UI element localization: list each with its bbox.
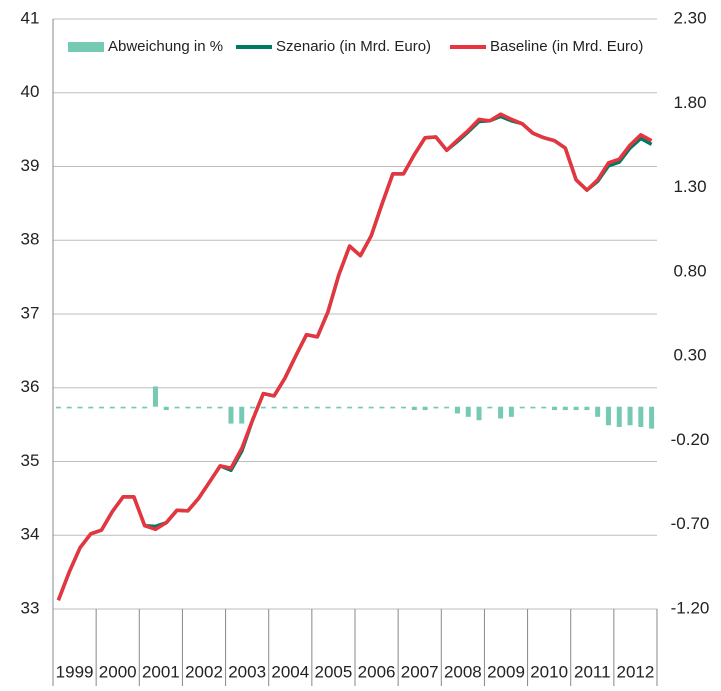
bar	[163, 406, 169, 411]
x-tick-label: 1999	[56, 662, 94, 681]
bar	[282, 406, 288, 409]
bar	[454, 406, 460, 414]
x-tick-label: 2007	[401, 662, 439, 681]
bar	[131, 406, 137, 409]
bar	[541, 406, 547, 409]
x-tick-label: 2003	[228, 662, 266, 681]
y-tick-label: 41	[21, 8, 40, 27]
bar	[239, 406, 245, 424]
bar	[552, 406, 558, 411]
y-tick-label: 38	[21, 230, 40, 249]
bar	[562, 406, 568, 411]
bar	[196, 406, 202, 409]
legend-label: Abweichung in %	[108, 38, 223, 55]
bar	[228, 406, 234, 424]
bar	[174, 406, 180, 409]
y-tick-label: 37	[21, 303, 40, 322]
bar	[368, 406, 374, 409]
legend-label: Baseline (in Mrd. Euro)	[490, 38, 643, 55]
y2-tick-label: -0.20	[671, 430, 710, 449]
x-tick-label: 2002	[185, 662, 223, 681]
bar	[152, 386, 158, 407]
bar	[627, 406, 633, 426]
bar	[314, 406, 320, 409]
bar	[293, 406, 299, 409]
bar	[260, 406, 266, 409]
y2-tick-label: 1.80	[673, 93, 706, 112]
bar	[616, 406, 622, 427]
x-tick-label: 2000	[99, 662, 137, 681]
bar	[476, 406, 482, 421]
bar	[519, 406, 525, 409]
y2-tick-label: -0.70	[671, 514, 710, 533]
bar	[649, 406, 655, 429]
y-tick-label: 40	[21, 82, 40, 101]
bar	[88, 406, 94, 409]
bar	[595, 406, 601, 417]
bar	[638, 406, 644, 427]
bar	[433, 406, 439, 409]
legend-swatch	[68, 42, 104, 52]
bar	[401, 406, 407, 409]
y2-tick-label: 1.30	[673, 177, 706, 196]
x-tick-label: 2004	[271, 662, 309, 681]
bar	[573, 406, 579, 411]
y-tick-label: 39	[21, 156, 40, 175]
bar	[303, 406, 309, 409]
bar	[508, 406, 514, 417]
bar	[142, 406, 148, 409]
y-tick-label: 33	[21, 598, 40, 617]
x-tick-label: 2009	[487, 662, 525, 681]
y-tick-label: 36	[21, 377, 40, 396]
bar	[336, 406, 342, 409]
bar	[206, 406, 212, 409]
bar	[605, 406, 611, 426]
bar	[390, 406, 396, 409]
x-tick-label: 2008	[444, 662, 482, 681]
bar	[55, 406, 61, 409]
x-tick-label: 2012	[617, 662, 655, 681]
bar	[109, 406, 115, 409]
x-tick-label: 2005	[315, 662, 353, 681]
bar	[411, 406, 417, 411]
bar	[487, 406, 493, 409]
bar	[99, 406, 105, 409]
bar	[465, 406, 471, 417]
bar	[77, 406, 83, 409]
bar	[66, 406, 72, 409]
y2-tick-label: 0.80	[673, 261, 706, 280]
y2-tick-label: 2.30	[673, 8, 706, 27]
bar	[584, 406, 590, 411]
line	[56, 112, 653, 601]
x-tick-label: 2001	[142, 662, 180, 681]
bar	[357, 406, 363, 409]
bar	[325, 406, 331, 409]
bar	[422, 406, 428, 411]
x-tick-label: 2006	[358, 662, 396, 681]
x-tick-label: 2011	[574, 662, 611, 681]
bar	[120, 406, 126, 409]
bar	[530, 406, 536, 409]
y-tick-label: 35	[21, 451, 40, 470]
bar	[444, 406, 450, 409]
y2-tick-label: 0.30	[673, 346, 706, 365]
legend-label: Szenario (in Mrd. Euro)	[276, 38, 431, 55]
bar	[347, 406, 353, 409]
y-tick-label: 34	[21, 525, 40, 544]
bar	[379, 406, 385, 409]
bar	[217, 406, 223, 409]
y2-tick-label: -1.20	[671, 598, 710, 617]
bar	[271, 406, 277, 409]
x-tick-label: 2010	[530, 662, 568, 681]
bar	[250, 406, 256, 409]
bar	[185, 406, 191, 409]
bar	[498, 406, 504, 419]
